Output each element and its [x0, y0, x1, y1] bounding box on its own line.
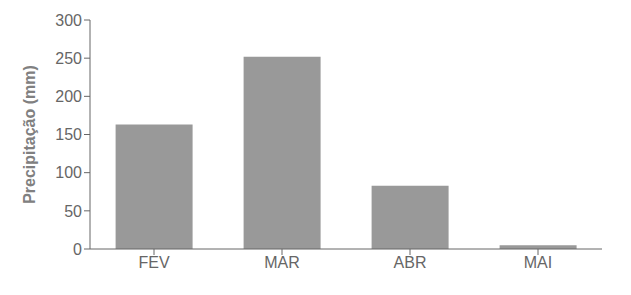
svg-text:250: 250: [55, 50, 82, 67]
svg-text:100: 100: [55, 164, 82, 181]
svg-text:Precipitação (mm): Precipitação (mm): [21, 65, 38, 204]
svg-text:0: 0: [73, 241, 82, 258]
svg-text:MAI: MAI: [524, 254, 552, 271]
svg-text:MAR: MAR: [264, 254, 300, 271]
svg-text:50: 50: [64, 203, 82, 220]
svg-text:150: 150: [55, 126, 82, 143]
svg-text:FEV: FEV: [138, 254, 169, 271]
svg-text:ABR: ABR: [394, 254, 427, 271]
svg-text:300: 300: [55, 12, 82, 29]
svg-text:200: 200: [55, 88, 82, 105]
